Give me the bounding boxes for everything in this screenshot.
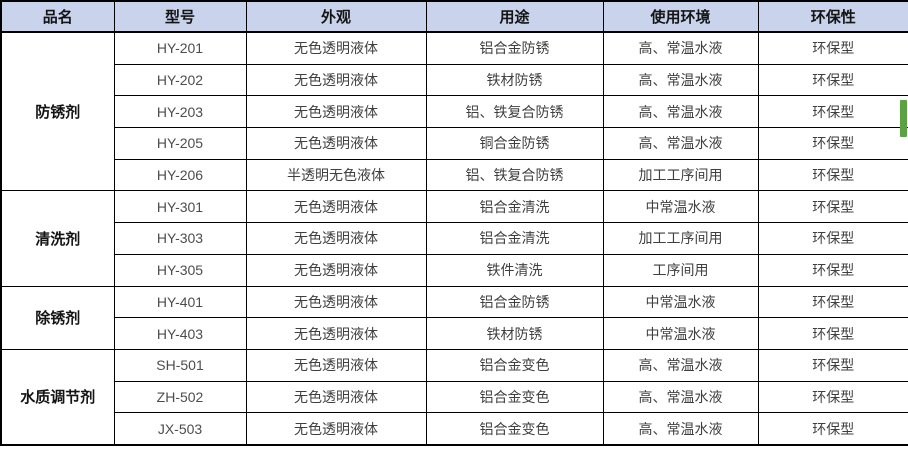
table-row: HY-202 无色透明液体 铁材防锈 高、常温水液 环保型 (1, 63, 908, 97)
table-row: HY-203 无色透明液体 铝、铁复合防锈 高、常温水液 环保型 (1, 95, 908, 129)
cell-model[interactable]: HY-205 (113, 127, 247, 160)
cell-eco[interactable]: 环保型 (757, 348, 908, 382)
cell-environment[interactable]: 中常温水液 (602, 190, 759, 224)
cell-environment[interactable]: 工序间用 (602, 253, 759, 287)
cell-eco[interactable]: 环保型 (757, 412, 908, 446)
cell-appearance[interactable]: 无色透明液体 (245, 222, 427, 255)
cell-usage[interactable]: 铝合金防锈 (425, 31, 604, 65)
cell-usage[interactable]: 铝合金防锈 (425, 285, 604, 319)
column-header-environment[interactable]: 使用环境 (602, 0, 759, 33)
green-row-marker (900, 100, 907, 137)
cell-environment[interactable]: 高、常温水液 (602, 63, 759, 97)
cell-eco[interactable]: 环保型 (757, 127, 908, 160)
cell-environment[interactable]: 中常温水液 (602, 285, 759, 319)
cell-model[interactable]: HY-305 (113, 253, 247, 287)
table-row: 防锈剂 HY-201 无色透明液体 铝合金防锈 高、常温水液 环保型 (0, 31, 908, 192)
cell-usage[interactable]: 铝、铁复合防锈 (425, 95, 604, 129)
cell-usage[interactable]: 铜合金防锈 (425, 127, 604, 160)
product-category-cell[interactable]: 除锈剂 (0, 285, 115, 350)
cell-model[interactable]: HY-401 (113, 285, 247, 319)
cell-eco[interactable]: 环保型 (757, 63, 908, 97)
cell-model[interactable]: HY-206 (113, 158, 247, 192)
cell-eco[interactable]: 环保型 (757, 31, 908, 65)
cell-environment[interactable]: 加工工序间用 (602, 158, 759, 192)
cell-eco[interactable]: 环保型 (757, 158, 908, 192)
cell-environment[interactable]: 高、常温水液 (602, 127, 759, 160)
cell-environment[interactable]: 中常温水液 (602, 317, 759, 350)
cell-usage[interactable]: 铝合金变色 (425, 348, 604, 382)
cell-appearance[interactable]: 无色透明液体 (245, 412, 427, 446)
cell-model[interactable]: HY-201 (113, 31, 247, 65)
table-row: HY-403 无色透明液体 铁材防锈 中常温水液 环保型 (1, 317, 908, 350)
product-category-cell[interactable]: 防锈剂 (0, 31, 115, 192)
cell-environment[interactable]: 高、常温水液 (602, 412, 759, 446)
table-row: ZH-502 无色透明液体 铝合金变色 高、常温水液 环保型 (1, 380, 908, 414)
header-row: 品名 型号 外观 用途 使用环境 环保性 (0, 0, 908, 33)
column-header-eco[interactable]: 环保性 (757, 0, 908, 33)
cell-environment[interactable]: 高、常温水液 (602, 95, 759, 129)
column-header-product-name[interactable]: 品名 (0, 0, 115, 33)
cell-model[interactable]: SH-501 (113, 348, 247, 382)
cell-environment[interactable]: 高、常温水液 (602, 380, 759, 414)
cell-model[interactable]: HY-403 (113, 317, 247, 350)
cell-usage[interactable]: 铝合金清洗 (425, 222, 604, 255)
cell-eco[interactable]: 环保型 (757, 285, 908, 319)
cell-appearance[interactable]: 无色透明液体 (245, 253, 427, 287)
cell-model[interactable]: ZH-502 (113, 380, 247, 414)
table-row: 除锈剂 HY-401 无色透明液体 铝合金防锈 中常温水液 环保型 (0, 285, 908, 350)
cell-appearance[interactable]: 无色透明液体 (245, 63, 427, 97)
product-category-cell[interactable]: 清洗剂 (0, 190, 115, 287)
cell-environment[interactable]: 加工工序间用 (602, 222, 759, 255)
column-header-model[interactable]: 型号 (113, 0, 247, 33)
table-row: 水质调节剂 SH-501 无色透明液体 铝合金变色 高、常温水液 环保型 (0, 348, 908, 446)
cell-usage[interactable]: 铝合金清洗 (425, 190, 604, 224)
table-row: JX-503 无色透明液体 铝合金变色 高、常温水液 环保型 (1, 412, 908, 446)
cell-environment[interactable]: 高、常温水液 (602, 348, 759, 382)
cell-model[interactable]: HY-202 (113, 63, 247, 97)
cell-usage[interactable]: 铝、铁复合防锈 (425, 158, 604, 192)
table-row: 清洗剂 HY-301 无色透明液体 铝合金清洗 中常温水液 环保型 (0, 190, 908, 287)
cell-eco[interactable]: 环保型 (757, 222, 908, 255)
cell-eco[interactable]: 环保型 (757, 380, 908, 414)
cell-usage[interactable]: 铁件清洗 (425, 253, 604, 287)
table-row: HY-206 半透明无色液体 铝、铁复合防锈 加工工序间用 环保型 (1, 158, 908, 192)
cell-appearance[interactable]: 无色透明液体 (245, 190, 427, 224)
column-header-usage[interactable]: 用途 (425, 0, 604, 33)
cell-model[interactable]: HY-301 (113, 190, 247, 224)
cell-appearance[interactable]: 无色透明液体 (245, 127, 427, 160)
cell-appearance[interactable]: 半透明无色液体 (245, 158, 427, 192)
cell-appearance[interactable]: 无色透明液体 (245, 380, 427, 414)
cell-eco[interactable]: 环保型 (757, 253, 908, 287)
cell-model[interactable]: JX-503 (113, 412, 247, 446)
cell-appearance[interactable]: 无色透明液体 (245, 348, 427, 382)
cell-eco[interactable]: 环保型 (757, 190, 908, 224)
cell-model[interactable]: HY-303 (113, 222, 247, 255)
cell-model[interactable]: HY-203 (113, 95, 247, 129)
column-header-appearance[interactable]: 外观 (245, 0, 427, 33)
cell-usage[interactable]: 铝合金变色 (425, 412, 604, 446)
cell-eco[interactable]: 环保型 (757, 95, 908, 129)
cell-appearance[interactable]: 无色透明液体 (245, 31, 427, 65)
cell-appearance[interactable]: 无色透明液体 (245, 317, 427, 350)
cell-usage[interactable]: 铁材防锈 (425, 317, 604, 350)
product-category-cell[interactable]: 水质调节剂 (0, 348, 115, 446)
cell-appearance[interactable]: 无色透明液体 (245, 95, 427, 129)
product-table: 品名 型号 外观 用途 使用环境 环保性 防锈剂 HY-201 无色透明液体 铝合金防… (0, 0, 908, 446)
cell-usage[interactable]: 铁材防锈 (425, 63, 604, 97)
cell-usage[interactable]: 铝合金变色 (425, 380, 604, 414)
cell-appearance[interactable]: 无色透明液体 (245, 285, 427, 319)
table-row: HY-303 无色透明液体 铝合金清洗 加工工序间用 环保型 (1, 222, 908, 255)
table-row: HY-205 无色透明液体 铜合金防锈 高、常温水液 环保型 (1, 127, 908, 160)
cell-eco[interactable]: 环保型 (757, 317, 908, 350)
cell-environment[interactable]: 高、常温水液 (602, 31, 759, 65)
table-row: HY-305 无色透明液体 铁件清洗 工序间用 环保型 (1, 253, 908, 287)
